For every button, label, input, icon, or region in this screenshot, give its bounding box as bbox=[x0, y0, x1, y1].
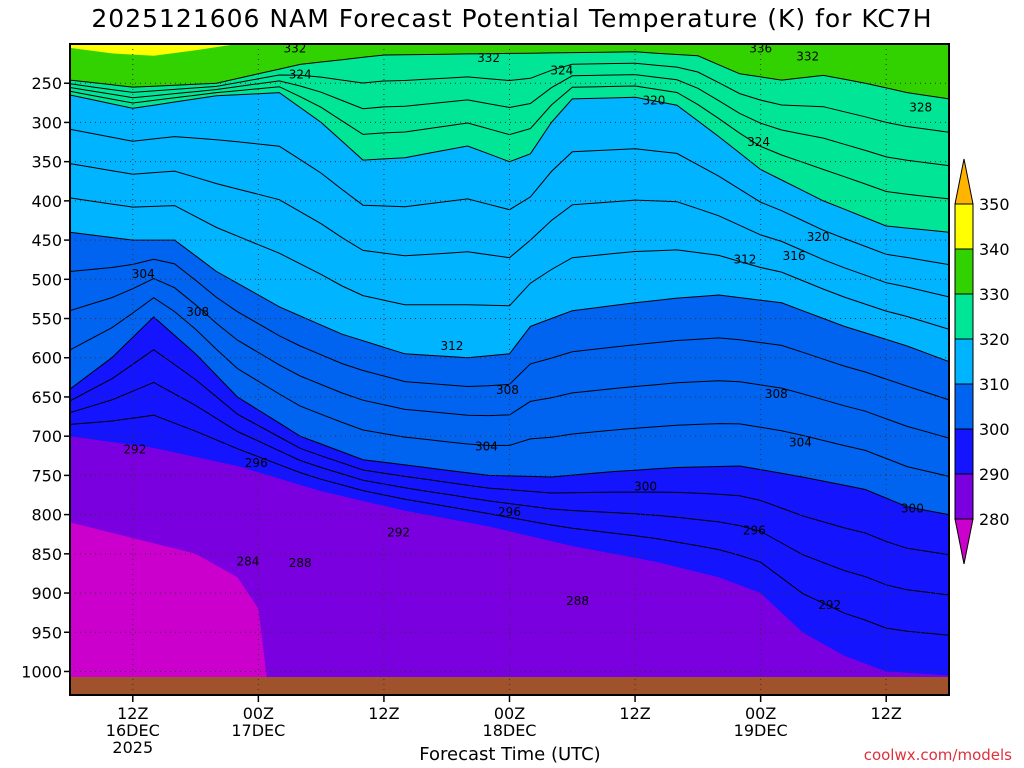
y-tick-label: 700 bbox=[31, 427, 62, 446]
colorbar-segment bbox=[954, 293, 974, 340]
theta-fill-bands bbox=[70, 44, 949, 695]
contour-label: 312 bbox=[440, 339, 463, 353]
contour-label: 332 bbox=[477, 51, 500, 65]
contour-label: 300 bbox=[634, 479, 657, 493]
contour-label: 320 bbox=[642, 93, 665, 107]
y-tick-label: 650 bbox=[31, 388, 62, 407]
contour-line-12 bbox=[70, 316, 949, 516]
colorbar-segment bbox=[954, 428, 974, 475]
contour-label: 288 bbox=[566, 594, 589, 608]
contour-line-1 bbox=[70, 62, 949, 133]
contour-label: 308 bbox=[765, 387, 788, 401]
contour-line-2 bbox=[70, 74, 949, 167]
contour-line-15 bbox=[70, 414, 949, 636]
contour-label: 284 bbox=[236, 555, 259, 569]
x-tick-label: 00Z bbox=[243, 704, 274, 723]
x-tick-label: 12Z bbox=[368, 704, 399, 723]
contour-label: 296 bbox=[245, 456, 268, 470]
contour-label: 296 bbox=[498, 505, 521, 519]
contour-label: 336 bbox=[749, 42, 772, 56]
contour-label: 332 bbox=[284, 42, 307, 56]
y-tick-label: 800 bbox=[31, 506, 62, 525]
y-tick-label: 450 bbox=[31, 231, 62, 250]
colorbar: 350 340 330 320 310 300 290 280 bbox=[954, 158, 1010, 565]
contour-label: 324 bbox=[289, 68, 312, 82]
colorbar-label: 330 bbox=[979, 285, 1010, 304]
x-tick-label: 19DEC bbox=[734, 721, 788, 740]
y-tick-label: 300 bbox=[31, 113, 62, 132]
contour-label: 304 bbox=[789, 435, 812, 449]
band-fill-5 bbox=[70, 436, 949, 695]
contour-line-6 bbox=[70, 163, 949, 298]
contour-line-4 bbox=[70, 92, 949, 233]
colorbar-segment bbox=[954, 383, 974, 430]
y-tick-label: 750 bbox=[31, 466, 62, 485]
y-axis: 250 300 350 400 450 500 550 600 650 700 750 800 850 9… bbox=[21, 74, 70, 681]
contour-label: 308 bbox=[186, 305, 209, 319]
contour-label: 312 bbox=[733, 253, 756, 267]
colorbar-top-arrow bbox=[954, 158, 974, 205]
x-tick-label: 00Z bbox=[494, 704, 525, 723]
colorbar-label: 310 bbox=[979, 375, 1010, 394]
y-tick-label: 950 bbox=[31, 623, 62, 642]
contour-label: 320 bbox=[807, 230, 830, 244]
contour-label: 324 bbox=[550, 64, 573, 78]
terrain-ground bbox=[70, 677, 949, 695]
contour-label: 300 bbox=[901, 501, 924, 515]
contour-label: 316 bbox=[783, 249, 806, 263]
contour-label: 296 bbox=[743, 523, 766, 537]
contour-label: 332 bbox=[796, 50, 819, 64]
grid-lines bbox=[70, 44, 949, 695]
y-tick-label: 400 bbox=[31, 192, 62, 211]
colorbar-segment bbox=[954, 203, 974, 250]
contour-line-14 bbox=[70, 381, 949, 596]
x-tick-label: 12Z bbox=[619, 704, 650, 723]
contour-label: 292 bbox=[387, 526, 410, 540]
contour-label: 324 bbox=[747, 135, 770, 149]
credit-link[interactable]: coolwx.com/models bbox=[863, 746, 1012, 764]
colorbar-segment bbox=[954, 473, 974, 520]
colorbar-bottom-arrow bbox=[954, 518, 974, 565]
contour-label: 328 bbox=[909, 101, 932, 115]
y-tick-label: 550 bbox=[31, 310, 62, 329]
contour-label: 292 bbox=[818, 598, 841, 612]
x-tick-label: 12Z bbox=[117, 704, 148, 723]
x-tick-label: 2025 bbox=[112, 738, 153, 757]
contour-line-0 bbox=[70, 51, 949, 100]
chart-title: 2025121606 NAM Forecast Potential Temper… bbox=[91, 4, 933, 33]
colorbar-label: 340 bbox=[979, 240, 1010, 259]
contour-label: 304 bbox=[475, 439, 498, 453]
x-tick-label: 16DEC bbox=[106, 721, 160, 740]
y-tick-label: 350 bbox=[31, 153, 62, 172]
colorbar-segment bbox=[954, 248, 974, 295]
y-tick-label: 1000 bbox=[21, 662, 62, 681]
y-tick-label: 500 bbox=[31, 270, 62, 289]
y-tick-label: 850 bbox=[31, 545, 62, 564]
x-tick-label: 18DEC bbox=[483, 721, 537, 740]
contour-label: 288 bbox=[289, 556, 312, 570]
colorbar-label: 300 bbox=[979, 420, 1010, 439]
x-tick-label: 17DEC bbox=[231, 721, 285, 740]
y-tick-label: 900 bbox=[31, 584, 62, 603]
contour-line-7 bbox=[70, 197, 949, 330]
x-tick-label: 00Z bbox=[745, 704, 776, 723]
colorbar-label: 320 bbox=[979, 330, 1010, 349]
y-tick-label: 600 bbox=[31, 349, 62, 368]
colorbar-label: 280 bbox=[979, 510, 1010, 529]
contour-line-8 bbox=[70, 231, 949, 363]
contour-label: 308 bbox=[496, 383, 519, 397]
x-axis-title: Forecast Time (UTC) bbox=[419, 744, 601, 765]
band-fill-6 bbox=[70, 522, 269, 695]
colorbar-label: 290 bbox=[979, 465, 1010, 484]
colorbar-segment bbox=[954, 338, 974, 385]
contour-line-11 bbox=[70, 297, 949, 477]
contour-label: 292 bbox=[123, 443, 146, 457]
x-tick-label: 12Z bbox=[871, 704, 902, 723]
contour-label: 304 bbox=[132, 267, 155, 281]
colorbar-label: 350 bbox=[979, 195, 1010, 214]
y-tick-label: 250 bbox=[31, 74, 62, 93]
